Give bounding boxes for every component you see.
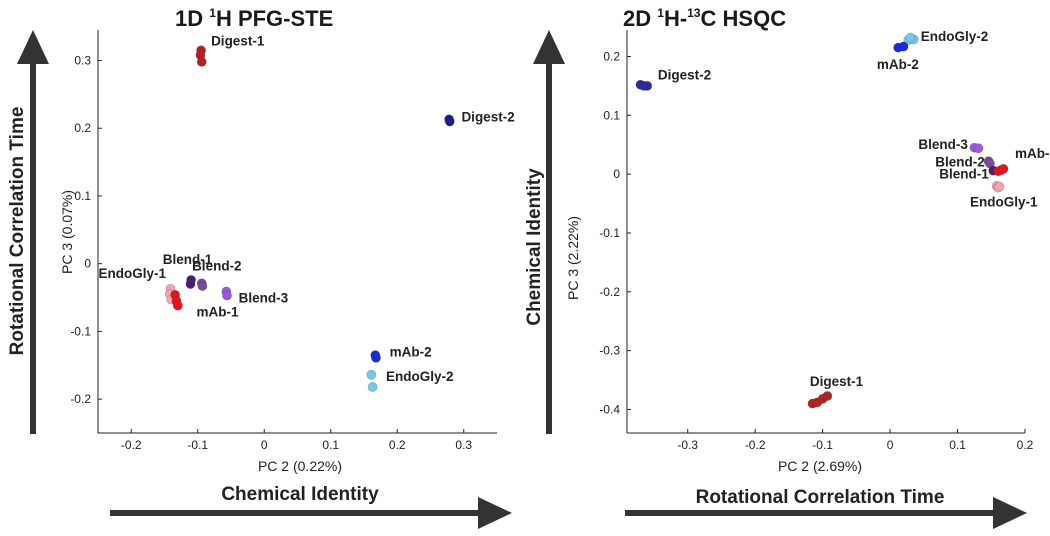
right-point-endogly-2 [905,32,916,43]
right-x-direction-arrow [625,497,1027,529]
left-x-tick-label: -0.1 [187,438,208,452]
right-y-tick-label: 0 [613,167,620,181]
right-label-digest-1: Digest-1 [810,374,864,389]
left-point-mab-1 [172,300,183,311]
right-label-blend-2: Blend-2 [935,154,985,169]
left-point-digest-2 [444,116,455,127]
right-x-tick-label: -0.3 [677,438,698,452]
left-x-arrow-label: Chemical Identity [221,484,379,505]
right-x-tick-label: 0.1 [949,438,966,452]
left-label-mab-1: mAb-1 [196,304,238,319]
left-x-direction-arrow [110,497,512,529]
right-x-arrow-label: Rotational Correlation Time [696,487,945,508]
right-point-digest-1 [822,391,833,401]
left-point-endogly-2 [366,369,377,380]
left-label-endogly-1: EndoGly-1 [98,266,166,281]
left-point-mab-2 [371,352,381,363]
right-x-tick-label: 0.2 [1017,438,1034,452]
right-label-digest-2: Digest-2 [658,67,711,82]
right-point-endogly-1 [994,181,1005,192]
left-point-blend-2 [197,281,208,291]
left-point-blend-1 [185,279,196,289]
left-title: 1D 1H PFG-STE [175,6,333,31]
left-label-blend-3: Blend-3 [239,290,289,305]
right-plot-area: -0.3 -0.2 -0.1 0 0.1 0.2 -0.4 -0.3 -0.2 -0.1 0 0.1 0… [599,29,1050,452]
left-panel: 1D 1H PFG-STE -0.2 -0.1 0 0.1 0.2 0.3 -0.2 -0.1… [7,6,515,529]
right-x-axis-label: PC 2 (2.69%) [778,458,862,474]
right-y-tick-label: 0.1 [603,108,620,122]
left-x-tick-label: 0.2 [389,438,406,452]
left-x-axis-label: PC 2 (0.22%) [258,458,342,474]
left-x-tick-label: 0 [261,438,268,452]
left-x-tick-label: -0.2 [121,438,142,452]
right-y-tick-label: 0.2 [603,49,620,63]
left-label-digest-1: Digest-1 [211,34,265,49]
right-x-tick-label: -0.2 [745,438,766,452]
left-y-arrow-label: Rotational Correlation Time [7,107,28,356]
left-label-blend-1: Blend-1 [163,252,213,267]
right-y-tick-label: -0.2 [599,285,620,299]
left-point-blend-3 [222,290,232,301]
left-label-blend-2: Blend-2 [192,259,242,274]
right-label-endogly-2: EndoGly-2 [921,29,989,44]
left-y-tick-label: 0 [84,257,91,271]
right-y-direction-arrow [533,30,565,434]
right-x-tick-label: 0 [887,438,894,452]
right-label-blend-3: Blend-3 [918,137,968,152]
right-y-axis-label: PC 3 (2.22%) [565,216,581,300]
right-panel: 2D 1H-13C HSQC -0.3 -0.2 -0.1 0 0.1 0.2-0.4-0… [524,6,1050,529]
right-y-tick-label: -0.3 [599,344,620,358]
left-x-tick-label: 0.1 [322,438,339,452]
left-y-tick-label: -0.2 [70,392,91,406]
left-y-axis-label: PC 3 (0.07%) [59,190,75,274]
left-y-tick-label: 0.1 [74,189,91,203]
right-y-tick-label: -0.1 [599,226,620,240]
left-y-tick-label: -0.1 [70,324,91,338]
left-y-direction-arrow [17,30,49,434]
left-x-tick-label: 0.3 [455,438,472,452]
left-label-mab-2: mAb-2 [390,344,432,359]
right-y-tick-label: -0.4 [599,402,620,416]
right-point-mab-2 [898,41,909,52]
right-y-arrow-label: Chemical Identity [524,168,545,326]
right-label-mab-2: mAb-2 [877,57,919,72]
right-point-blend-3 [973,143,984,154]
right-x-tick-label: -0.1 [812,438,833,452]
right-label-mab-1: mAb-1 [1015,146,1050,161]
right-label-blend-1: Blend-1 [939,167,989,182]
left-plot-area: -0.2 -0.1 0 0.1 0.2 0.3 -0.2 -0.1 0 0.1 0.2 0.3 Dige… [70,30,515,452]
right-point-digest-2 [642,80,653,91]
left-point-endogly-2 [367,382,378,392]
left-y-tick-label: 0.2 [74,121,91,135]
right-title: 2D 1H-13C HSQC [623,6,786,31]
left-y-tick-label: 0.3 [74,53,91,67]
left-label-digest-2: Digest-2 [461,109,514,124]
left-label-endogly-2: EndoGly-2 [386,369,454,384]
left-point-digest-1 [196,56,207,67]
right-point-mab-1 [998,163,1009,174]
right-label-endogly-1: EndoGly-1 [970,195,1038,210]
